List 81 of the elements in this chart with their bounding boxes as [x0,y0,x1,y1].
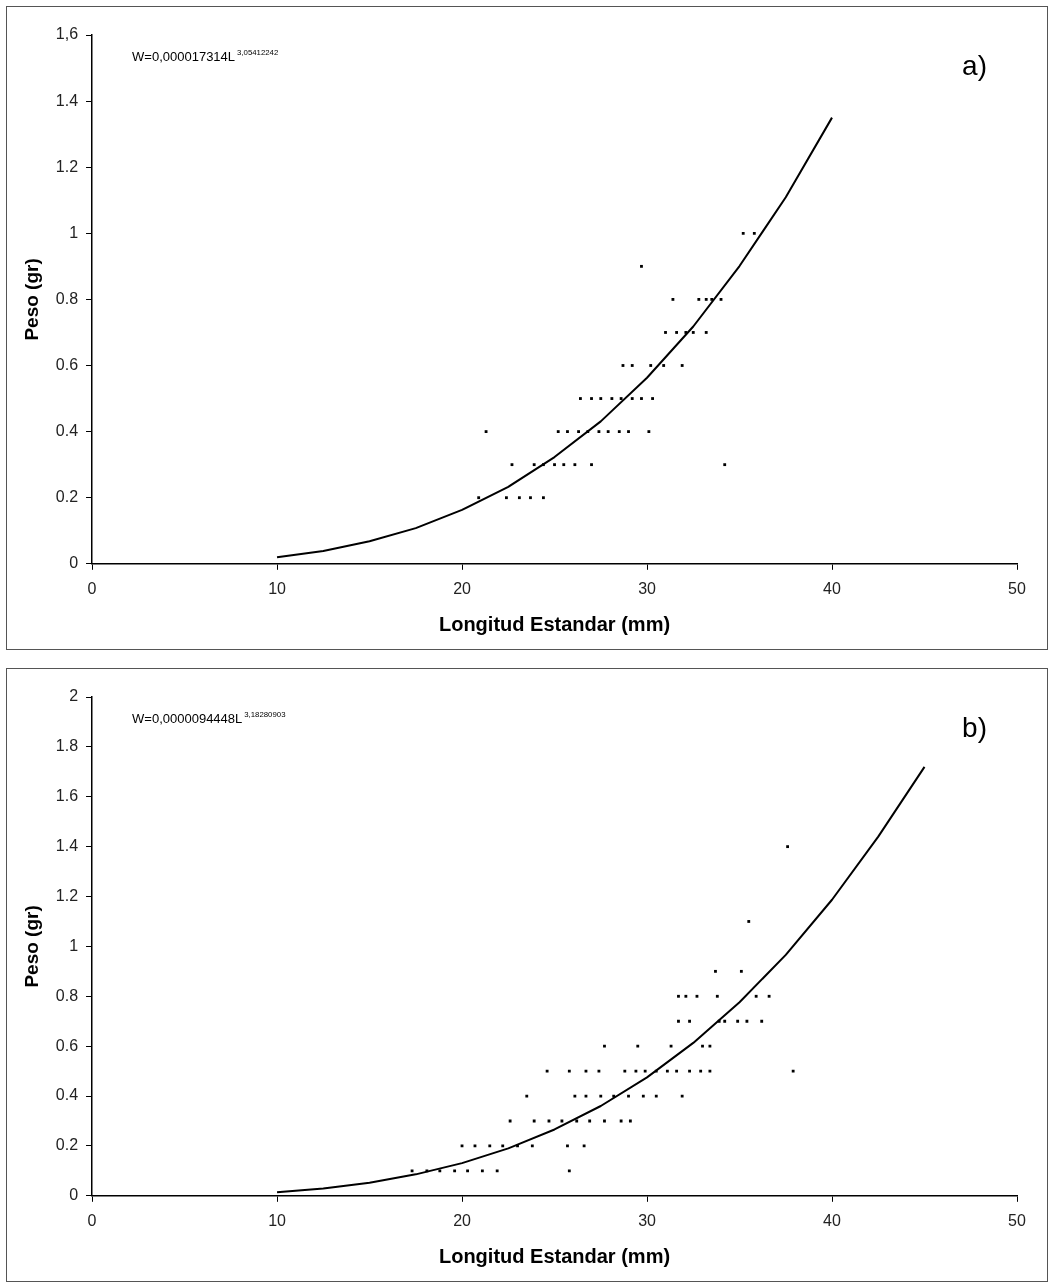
x-tick-label: 40 [823,1211,842,1229]
y-tick-label: 1.8 [55,737,79,755]
point [590,397,593,400]
y-tick-label: 1.2 [55,157,79,175]
y-tick-label: 0.8 [55,986,79,1004]
point [532,463,536,467]
x-tick-label: 50 [1008,579,1026,597]
y-tick-label: 0.4 [55,422,79,440]
x-tick-label: 10 [268,579,287,597]
point [664,331,667,334]
point [556,430,560,434]
x-tick-label: 30 [638,1211,657,1229]
y-tick-label: 1 [69,223,79,241]
point [752,231,756,235]
point [505,496,508,500]
y-tick-label: 1.4 [55,91,79,109]
x-tick-label: 0 [87,579,97,597]
point [662,364,666,367]
point [704,297,708,301]
y-tick-label: 0 [69,554,79,572]
y-axis-title: Peso (gr) [20,258,42,341]
point [573,463,577,467]
point [675,331,679,334]
y-axis-title: Peso (gr) [20,905,42,988]
point [630,364,634,367]
point [542,463,545,467]
point [617,430,621,434]
point [529,496,532,500]
y-tick-label: 1.6 [55,787,79,805]
point [697,297,701,301]
point [590,463,593,467]
y-tick-label: 1.4 [55,837,79,855]
point [619,397,623,400]
point [684,331,688,334]
annotation: a) [962,50,988,81]
point [640,397,643,400]
x-tick-label: 20 [453,579,472,597]
point [566,430,569,434]
point [630,397,634,400]
y-tick-label: 0 [69,1186,79,1204]
point [710,297,714,301]
point [606,430,610,434]
point [610,397,614,400]
point [477,496,481,500]
y-tick-label: 1 [69,936,79,954]
y-tick-label: 0.4 [55,1086,79,1104]
point [680,364,684,367]
x-axis-title: Longitud Estandar (mm) [438,1244,671,1267]
x-tick-label: 20 [453,1211,472,1229]
y-tick-label: 0.2 [55,488,79,506]
x-tick-label: 10 [268,1211,287,1229]
annotation: b) [962,712,988,743]
point [562,463,566,467]
point [579,397,582,400]
y-tick-label: 0.6 [55,1036,79,1054]
y-tick-label: 2 [69,687,79,705]
x-axis-title: Longitud Estandar (mm) [438,612,671,635]
point [553,463,556,467]
point [627,430,630,434]
y-tick-label: 1.2 [55,886,79,904]
point [741,231,745,235]
point [647,430,651,434]
point [723,463,727,467]
y-tick-label: 0.8 [55,289,79,307]
point [691,331,695,334]
point [704,331,708,334]
x-tick-label: 50 [1008,1211,1026,1229]
x-tick-label: 0 [87,1211,97,1229]
point [517,496,521,500]
y-tick-label: 0.2 [55,1136,79,1154]
y-tick-label: 1,6 [55,25,79,43]
point [651,397,654,400]
point [577,430,580,434]
point [599,397,603,400]
x-tick-label: 40 [823,579,842,597]
x-tick-label: 30 [638,579,657,597]
point [640,264,643,268]
y-tick-label: 0.6 [55,355,79,373]
point [586,430,590,434]
point [542,496,545,500]
point [649,364,653,367]
